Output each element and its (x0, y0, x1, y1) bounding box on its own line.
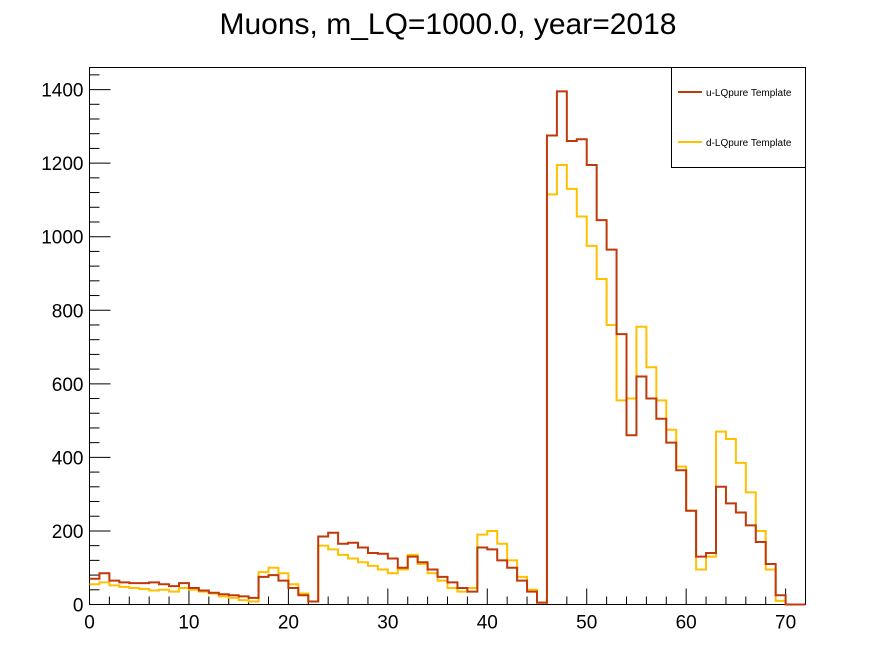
x-axis: 0 10 20 30 40 50 60 70 (84, 588, 806, 634)
series-0-line (89, 90, 806, 606)
x-tick-label: 20 (278, 613, 299, 634)
legend-box (671, 67, 806, 168)
x-tick-label: 40 (477, 613, 498, 634)
series-layer (89, 90, 806, 606)
y-tick-label: 1400 (41, 81, 83, 102)
x-tick-label: 60 (676, 613, 697, 634)
x-tick-label: 30 (377, 613, 398, 634)
y-tick-label: 1000 (41, 228, 83, 249)
y-axis: 0 200 400 600 800 1000 1200 1400 (41, 74, 111, 617)
legend-label: u-LQpure Template (706, 88, 792, 99)
y-tick-label: 600 (52, 375, 84, 396)
x-tick-label: 10 (178, 613, 199, 634)
legend: u-LQpure Template d-LQpure Template (671, 67, 806, 168)
x-tick-label: 50 (576, 613, 597, 634)
y-tick-label: 800 (52, 301, 84, 322)
y-tick-label: 200 (52, 522, 84, 543)
x-tick-label: 70 (775, 613, 796, 634)
series-1-line (89, 163, 806, 606)
y-tick-label: 400 (52, 448, 84, 469)
x-tick-label: 0 (84, 613, 95, 634)
legend-label: d-LQpure Template (706, 138, 792, 149)
y-tick-label: 0 (73, 596, 84, 617)
y-tick-label: 1200 (41, 154, 83, 175)
chart-title: Muons, m_LQ=1000.0, year=2018 (220, 8, 677, 41)
